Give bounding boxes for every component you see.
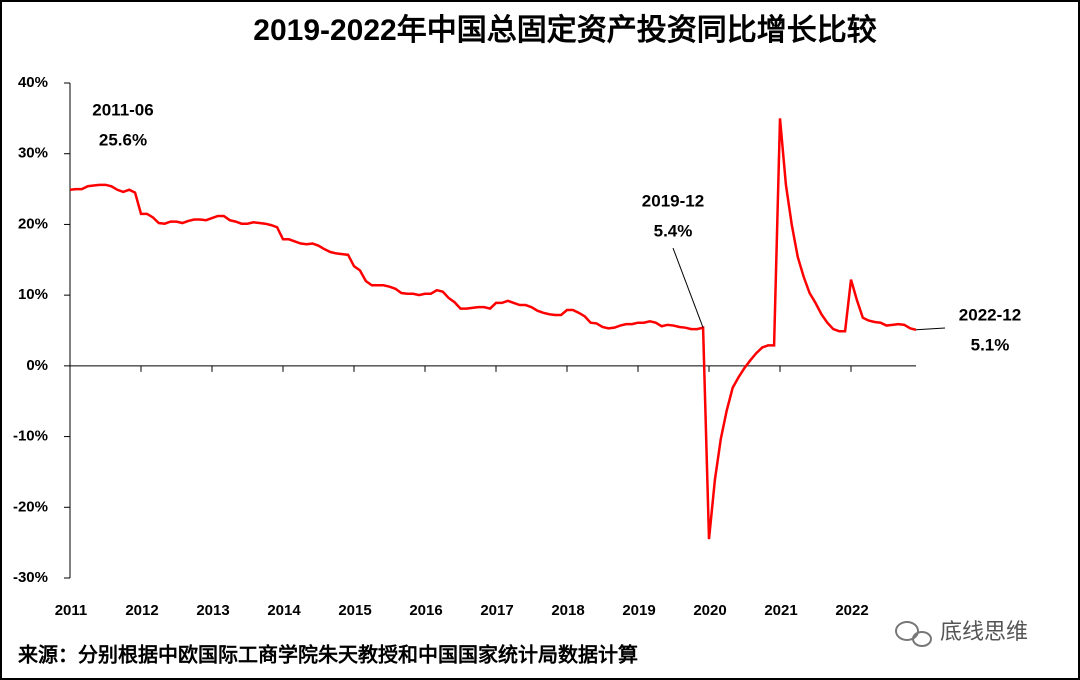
x-tick-label: 2014 (267, 602, 301, 619)
watermark-icon (895, 621, 932, 647)
x-tick-label: 2013 (196, 602, 229, 619)
x-tick-label: 2018 (551, 602, 584, 619)
watermark: 底线思维 (940, 619, 1028, 644)
x-tick-label: 2021 (764, 602, 797, 619)
annotation-date: 2019-12 (642, 191, 704, 210)
y-tick-label: 40% (18, 74, 48, 91)
y-tick-label: -20% (13, 498, 48, 515)
y-tick-label: -10% (13, 428, 48, 445)
source: 来源：分别根据中欧国际工商学院朱天教授和中国国家统计局数据计算 (17, 642, 638, 666)
x-tick-label: 2015 (338, 602, 371, 619)
x-tick-label: 2020 (693, 602, 726, 619)
y-tick-label: 30% (18, 145, 48, 162)
chart-title: 2019-2022年中国总固定资产投资同比增长比较 (253, 13, 876, 47)
annotation-date: 2011-06 (92, 100, 153, 119)
y-tick-label: 10% (18, 286, 48, 303)
annotation-value: 25.6% (99, 130, 147, 149)
x-tick-label: 2022 (835, 602, 868, 619)
line-series (69, 118, 917, 540)
x-tick-label: 2016 (409, 602, 442, 619)
annotation-leader (916, 327, 946, 331)
x-tick-label: 2011 (55, 602, 88, 619)
x-tick-label: 2019 (622, 602, 655, 619)
y-tick-label: 0% (26, 357, 48, 374)
annotation-leader (672, 247, 704, 328)
y-tick-label: 20% (18, 215, 48, 232)
annotation-value: 5.1% (971, 335, 1010, 354)
x-tick-label: 2017 (480, 602, 513, 619)
x-tick-label: 2012 (125, 602, 158, 619)
y-tick-label: -30% (13, 569, 48, 586)
annotation-date: 2022-12 (959, 305, 1021, 324)
annotation-value: 5.4% (654, 221, 693, 240)
